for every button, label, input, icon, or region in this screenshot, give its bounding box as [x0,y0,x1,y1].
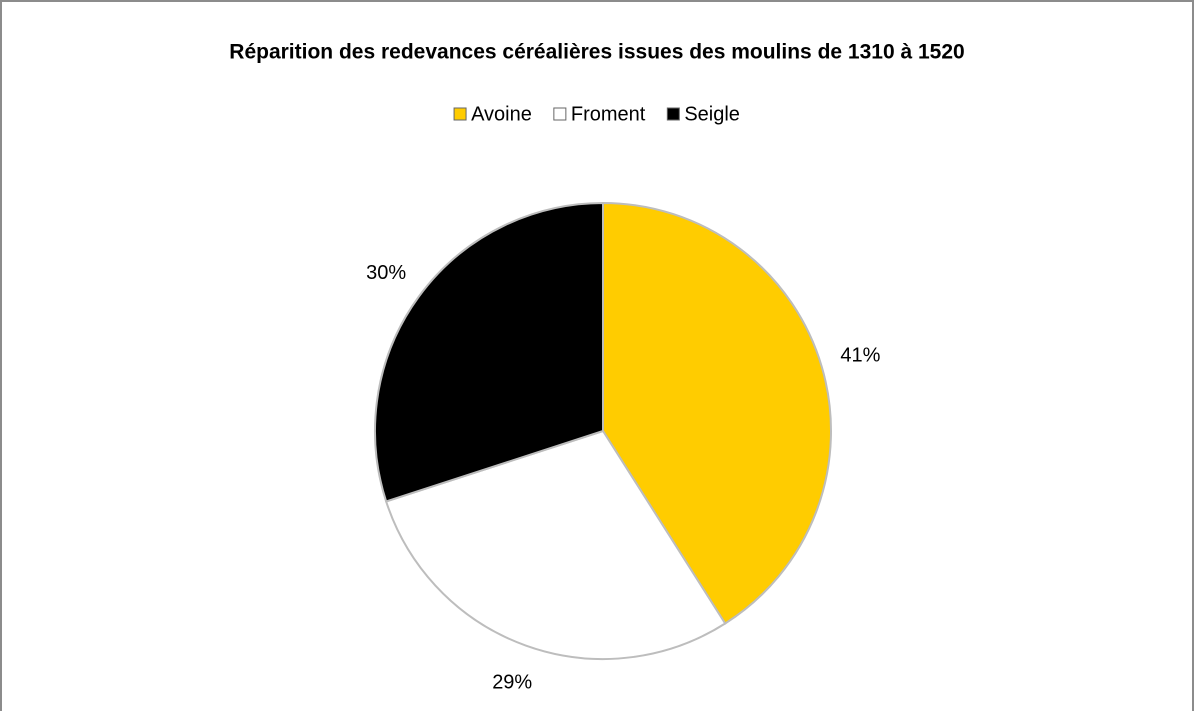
pie-slice [384,429,727,660]
data-label: 29% [492,671,532,693]
pie: 41% 29% 30% [366,201,881,693]
legend-label: Avoine [471,103,532,125]
legend-swatch [453,107,467,121]
legend-label: Seigle [684,103,740,125]
chart-title: Réparition des redevances céréalières is… [229,41,964,64]
data-label: 30% [366,262,406,284]
legend-swatch [666,107,680,121]
pie-slice [602,201,832,625]
pie-slice [374,201,604,503]
data-label: 41% [840,345,880,367]
legend-label: Froment [571,103,646,125]
legend: Avoine Froment Seigle [453,103,740,125]
legend-swatch [553,107,567,121]
